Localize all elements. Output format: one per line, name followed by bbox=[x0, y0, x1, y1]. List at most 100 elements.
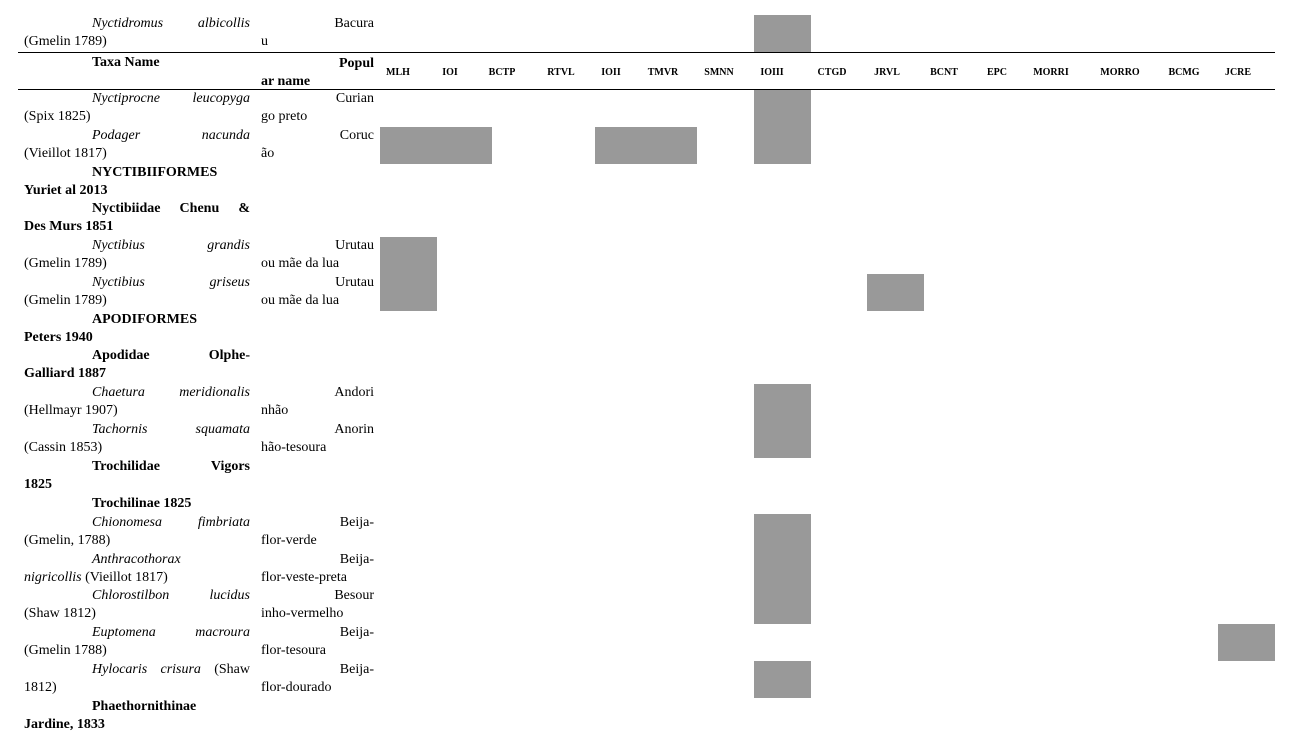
column-header-bctp: BCTP bbox=[488, 67, 516, 78]
column-header-jcre: JCRE bbox=[1224, 67, 1252, 78]
species-name: Podager nacunda bbox=[24, 127, 250, 145]
taxon-group-authority: Jardine, 1833 bbox=[24, 717, 105, 733]
species-authority: nigricollis (Vieillot 1817) bbox=[24, 570, 168, 586]
popular-name-line1: Curian bbox=[335, 91, 374, 106]
popular-name-line1: Beija- bbox=[339, 625, 374, 640]
taxon-group-name: NYCTIBIIFORMES bbox=[92, 165, 218, 180]
taxon-group-authority: Yuriet al 2013 bbox=[24, 183, 108, 199]
genus: Nyctidromus bbox=[92, 16, 164, 31]
genus: Chaetura bbox=[92, 385, 145, 400]
taxon-group-name: Phaethornithinae bbox=[92, 699, 197, 714]
presence-cell-jcre bbox=[1218, 624, 1275, 661]
popular-name-line2: inho-vermelho bbox=[261, 606, 344, 622]
popular-name-line1: Coruc bbox=[339, 128, 374, 143]
taxon-group-name: Apodidae Olphe- bbox=[92, 348, 250, 363]
species-name: Hylocaris crisura (Shaw bbox=[24, 661, 250, 679]
taxa-name-cell: Apodidae Olphe- Galliard 1887 bbox=[24, 347, 250, 384]
epithet: (Shaw bbox=[214, 662, 250, 677]
popular-name-line2: go preto bbox=[261, 109, 308, 125]
popular-name-line2: hão-tesoura bbox=[261, 440, 327, 456]
genus: Nyctibius bbox=[92, 275, 145, 290]
presence-cell-ioiii bbox=[754, 90, 811, 127]
popular-name-line1: Beija- bbox=[339, 662, 374, 677]
popular-name-line1: Bacura bbox=[334, 16, 374, 31]
taxon-group-authority: Galliard 1887 bbox=[24, 366, 107, 382]
popular-name-line2: ão bbox=[261, 146, 275, 162]
species-authority: (Gmelin, 1788) bbox=[24, 533, 111, 549]
species-name: Chlorostilbon lucidus bbox=[24, 587, 250, 605]
taxon-group-authority: Des Murs 1851 bbox=[24, 219, 114, 235]
taxa-name-cell: Podager nacunda (Vieillot 1817) bbox=[24, 127, 250, 164]
popular-name-line2: flor-tesoura bbox=[261, 643, 327, 659]
popular-name-line1: Beija- bbox=[339, 515, 374, 530]
presence-cell-ioiii bbox=[754, 661, 811, 698]
taxa-name-cell: Phaethornithinae Jardine, 1833 bbox=[24, 698, 250, 735]
popular-name-cell: Andori nhão bbox=[261, 384, 374, 421]
popular-name-line1: Besour bbox=[334, 588, 374, 603]
popular-name-cell: Curian go preto bbox=[261, 90, 374, 127]
column-header-rtvl: RTVL bbox=[547, 67, 575, 78]
popular-name-header: Popul ar name bbox=[261, 55, 374, 92]
popular-name-line2: u bbox=[261, 34, 268, 50]
species-name: Chionomesa fimbriata bbox=[24, 514, 250, 532]
species-name: Nyctidromus albicollis bbox=[24, 15, 250, 33]
epithet: leucopyga bbox=[192, 91, 250, 106]
popular-name-line2: ou mãe da lua bbox=[261, 293, 340, 309]
epithet: fimbriata bbox=[197, 515, 250, 530]
presence-cell-ioiii bbox=[754, 587, 811, 624]
popular-name-cell: Beija-flor-dourado bbox=[261, 661, 374, 698]
presence-cell-ioiii bbox=[754, 514, 811, 551]
column-header-bcmg: BCMG bbox=[1168, 67, 1200, 78]
popular-name-cell: Bacura u bbox=[261, 15, 374, 52]
taxa-name-header: Taxa Name bbox=[92, 55, 160, 70]
taxa-name-cell: Nyctidromus albicollis (Gmelin 1789) bbox=[24, 15, 250, 52]
taxon-group-name: Trochilinae 1825 bbox=[92, 496, 192, 511]
popular-name-header-line1: Popul bbox=[338, 56, 374, 71]
column-header-morro: MORRO bbox=[1100, 67, 1140, 78]
popular-name-cell: Urutau ou mãe da lua bbox=[261, 274, 374, 311]
genus: Chionomesa bbox=[92, 515, 162, 530]
popular-name-cell: Beija-flor-verde bbox=[261, 514, 374, 551]
taxa-name-cell: Chionomesa fimbriata (Gmelin, 1788) bbox=[24, 514, 250, 551]
taxa-name-cell: NYCTIBIIFORMES Yuriet al 2013 bbox=[24, 164, 250, 201]
popular-name-line1: Beija- bbox=[339, 552, 374, 567]
epithet: grandis bbox=[207, 238, 250, 253]
presence-cell-ioi bbox=[437, 127, 492, 164]
species-name: Nyctibius griseus bbox=[24, 274, 250, 292]
species-authority: (Spix 1825) bbox=[24, 109, 91, 125]
taxon-group-name: Nyctibiidae Chenu & bbox=[92, 201, 250, 216]
presence-cell-mlh bbox=[380, 274, 437, 311]
epithet: lucidus bbox=[209, 588, 250, 603]
popular-name-line1: Urutau bbox=[335, 275, 374, 290]
column-header-ioiii: IOIII bbox=[760, 67, 784, 78]
epithet: griseus bbox=[209, 275, 250, 290]
taxa-name-cell: Trochilinae 1825 bbox=[24, 495, 250, 513]
column-header-ioi: IOI bbox=[442, 67, 458, 78]
taxa-name-cell: Chaetura meridionalis (Hellmayr 1907) bbox=[24, 384, 250, 421]
genus: Nyctibius bbox=[92, 238, 145, 253]
popular-name-line2: flor-verde bbox=[261, 533, 317, 549]
species-authority: (Shaw 1812) bbox=[24, 606, 96, 622]
column-header-ctgd: CTGD bbox=[817, 67, 847, 78]
popular-name-line2: flor-veste-preta bbox=[261, 570, 348, 586]
taxon-group-authority: 1825 bbox=[24, 477, 52, 493]
presence-cell-ioiii bbox=[754, 421, 811, 458]
genus: Hylocaris crisura bbox=[92, 662, 201, 677]
species-name: Anthracothorax bbox=[24, 551, 250, 569]
species-authority: (Hellmayr 1907) bbox=[24, 403, 118, 419]
popular-name-cell: Beija-flor-tesoura bbox=[261, 624, 374, 661]
taxa-name-cell: Anthracothorax nigricollis (Vieillot 1817… bbox=[24, 551, 250, 588]
epithet: meridionalis bbox=[179, 385, 250, 400]
taxa-name-cell: Hylocaris crisura (Shaw 1812) bbox=[24, 661, 250, 698]
column-header-morri: MORRI bbox=[1033, 67, 1069, 78]
species-authority: (Gmelin 1789) bbox=[24, 34, 107, 50]
species-name: Nyctibius grandis bbox=[24, 237, 250, 255]
header-bottom-rule bbox=[18, 89, 1275, 90]
epithet: macroura bbox=[195, 625, 250, 640]
column-header-bcnt: BCNT bbox=[930, 67, 958, 78]
species-authority: (Gmelin 1788) bbox=[24, 643, 107, 659]
species-authority: 1812) bbox=[24, 680, 57, 696]
genus: Tachornis bbox=[92, 422, 148, 437]
column-header-mlh: MLH bbox=[386, 67, 410, 78]
popular-name-line2: flor-dourado bbox=[261, 680, 332, 696]
